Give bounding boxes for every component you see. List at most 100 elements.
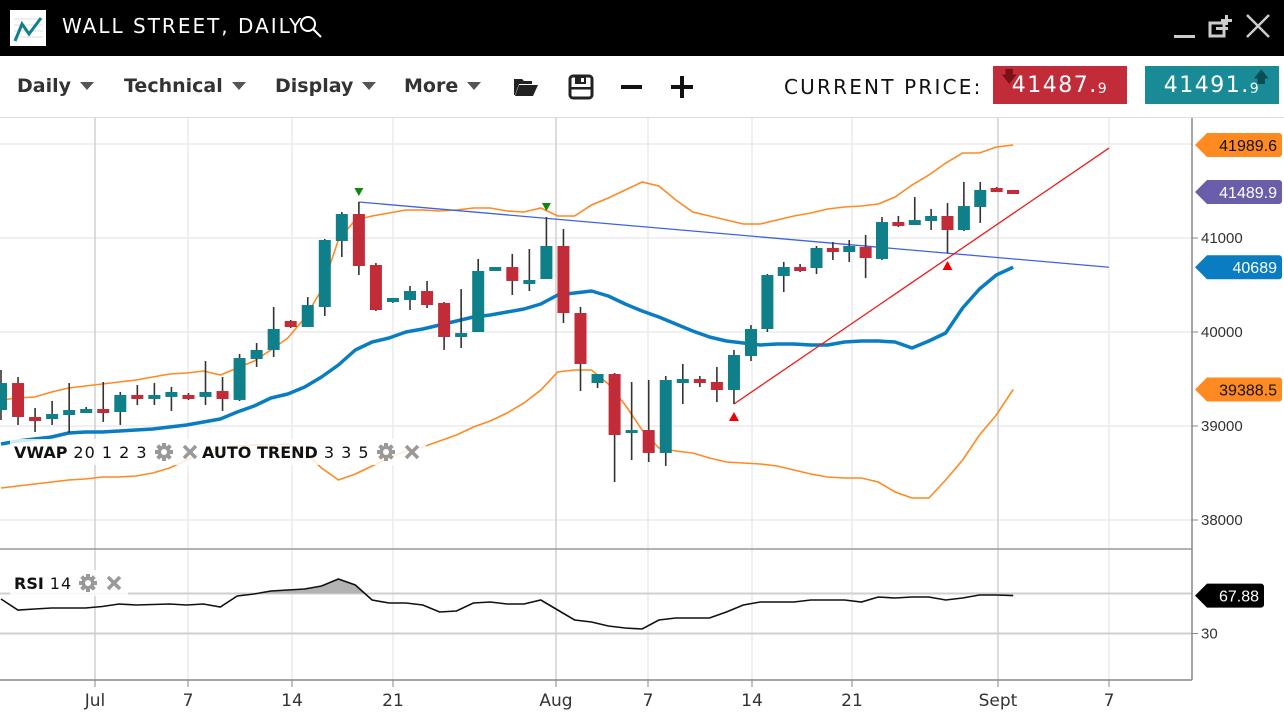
candle-down	[97, 408, 110, 414]
candle-up	[199, 391, 212, 397]
vwap-legend: VWAP 20 1 2 3	[10, 439, 204, 465]
price-tick-label: 38000	[1201, 512, 1243, 529]
toolbar: Daily Technical Display More CURRENT PRI…	[0, 56, 1284, 118]
time-tick-label: Aug	[539, 691, 572, 711]
candle-down	[990, 187, 1003, 193]
zoom-in-icon[interactable]	[668, 73, 696, 101]
gridlines	[0, 118, 1192, 680]
candle-up	[523, 280, 536, 284]
window-title: WALL STREET, DAILY	[62, 14, 304, 38]
candlesticks	[0, 181, 1019, 483]
arrow-up-icon: 🡅	[1253, 67, 1271, 86]
time-tick-label: 21	[841, 691, 863, 711]
rsi-line	[0, 578, 1014, 630]
candle-down	[826, 247, 839, 253]
candle-up	[267, 328, 280, 350]
search-icon[interactable]	[298, 14, 324, 40]
trend-marker-down	[354, 187, 364, 196]
candle-down	[131, 394, 144, 400]
candle-down	[421, 291, 434, 306]
remove-icon[interactable]	[180, 442, 200, 462]
price-tick-label: 40000	[1201, 324, 1243, 341]
open-folder-icon[interactable]	[512, 73, 540, 101]
vwap-line	[0, 265, 1014, 446]
ask-price-box[interactable]: 41491. 9 🡅	[1145, 66, 1279, 104]
candle-up	[301, 305, 314, 328]
time-tick-label: 14	[741, 691, 763, 711]
candle-up	[777, 267, 790, 276]
price-tag	[1195, 179, 1282, 204]
zoom-out-icon[interactable]	[618, 73, 646, 101]
trendlines[interactable]	[358, 147, 1110, 405]
gear-icon[interactable]	[78, 573, 98, 593]
time-tick-label: 14	[281, 691, 303, 711]
auto-trend-name: AUTO TREND	[202, 442, 318, 462]
candle-up	[0, 383, 7, 411]
candle-down	[182, 394, 195, 400]
current-price-label: CURRENT PRICE:	[784, 75, 983, 99]
candle-up	[489, 267, 502, 271]
vwap-params: 20 1 2 3	[73, 442, 148, 462]
time-tick-label: Jul	[84, 691, 106, 711]
bid-price-box[interactable]: 🡇 41487. 9	[993, 66, 1127, 104]
candle-up	[80, 408, 93, 414]
candle-down	[941, 216, 954, 231]
menu-more[interactable]: More	[404, 75, 482, 97]
menu-daily[interactable]: Daily	[17, 75, 95, 97]
price-tag-label: 41989.6	[1219, 138, 1277, 155]
menu-label: Technical	[124, 75, 223, 97]
candle-up	[540, 245, 553, 279]
candle-up	[908, 220, 921, 226]
candle-up	[591, 374, 604, 384]
trendline-support	[733, 147, 1110, 405]
candle-down	[710, 382, 723, 390]
gear-icon[interactable]	[154, 442, 174, 462]
price-chart[interactable]: 41000 40000 39000 38000 30 Jul 7 14 21 Aug 7 14 21 Se…	[0, 118, 1284, 717]
menu-technical[interactable]: Technical	[124, 75, 246, 97]
price-tag	[1195, 377, 1282, 402]
menu-label: Display	[275, 75, 354, 97]
candle-up	[318, 239, 331, 307]
price-tag-label: 39388.5	[1219, 382, 1277, 399]
candle-down	[284, 321, 297, 328]
candle-down	[12, 383, 25, 417]
time-tick-label: 7	[183, 691, 194, 711]
remove-icon[interactable]	[402, 442, 422, 462]
time-tick-label: 7	[1104, 691, 1115, 711]
rsi-tick-label: 30	[1201, 626, 1218, 643]
candle-up	[876, 222, 888, 259]
time-tick-label: 21	[382, 691, 404, 711]
save-icon[interactable]	[567, 73, 595, 101]
candle-up	[472, 270, 485, 332]
candle-down	[557, 245, 570, 314]
menu-display[interactable]: Display	[275, 75, 377, 97]
candle-up	[727, 355, 740, 390]
candle-down	[642, 430, 655, 453]
candle-up	[63, 410, 76, 416]
title-bar: WALL STREET, DAILY	[0, 0, 1284, 56]
trendline-resistance	[358, 201, 1110, 268]
candle-up	[974, 189, 987, 207]
candle-down	[369, 264, 382, 311]
remove-icon[interactable]	[104, 573, 124, 593]
indicator-overlays	[0, 144, 1014, 499]
chevron-down-icon	[80, 82, 95, 90]
gear-icon[interactable]	[376, 442, 396, 462]
chart-logo-icon	[10, 10, 46, 46]
chevron-down-icon	[231, 82, 246, 90]
candle-up	[761, 275, 774, 329]
candle-up	[957, 206, 970, 231]
new-window-icon[interactable]	[1207, 12, 1237, 42]
candle-down	[506, 267, 519, 281]
close-icon[interactable]	[1243, 12, 1273, 42]
candle-up	[233, 358, 246, 400]
trend-markers	[354, 187, 953, 422]
candle-down	[693, 379, 706, 384]
minimize-icon[interactable]	[1170, 12, 1200, 42]
candle-up	[925, 216, 938, 221]
candle-up	[250, 349, 263, 359]
axes: 41000 40000 39000 38000 30 Jul 7 14 21 Aug 7 14 21 Se…	[0, 118, 1282, 711]
price-tag	[1195, 132, 1282, 157]
trend-marker-up	[942, 261, 953, 271]
candle-down	[1007, 189, 1019, 195]
